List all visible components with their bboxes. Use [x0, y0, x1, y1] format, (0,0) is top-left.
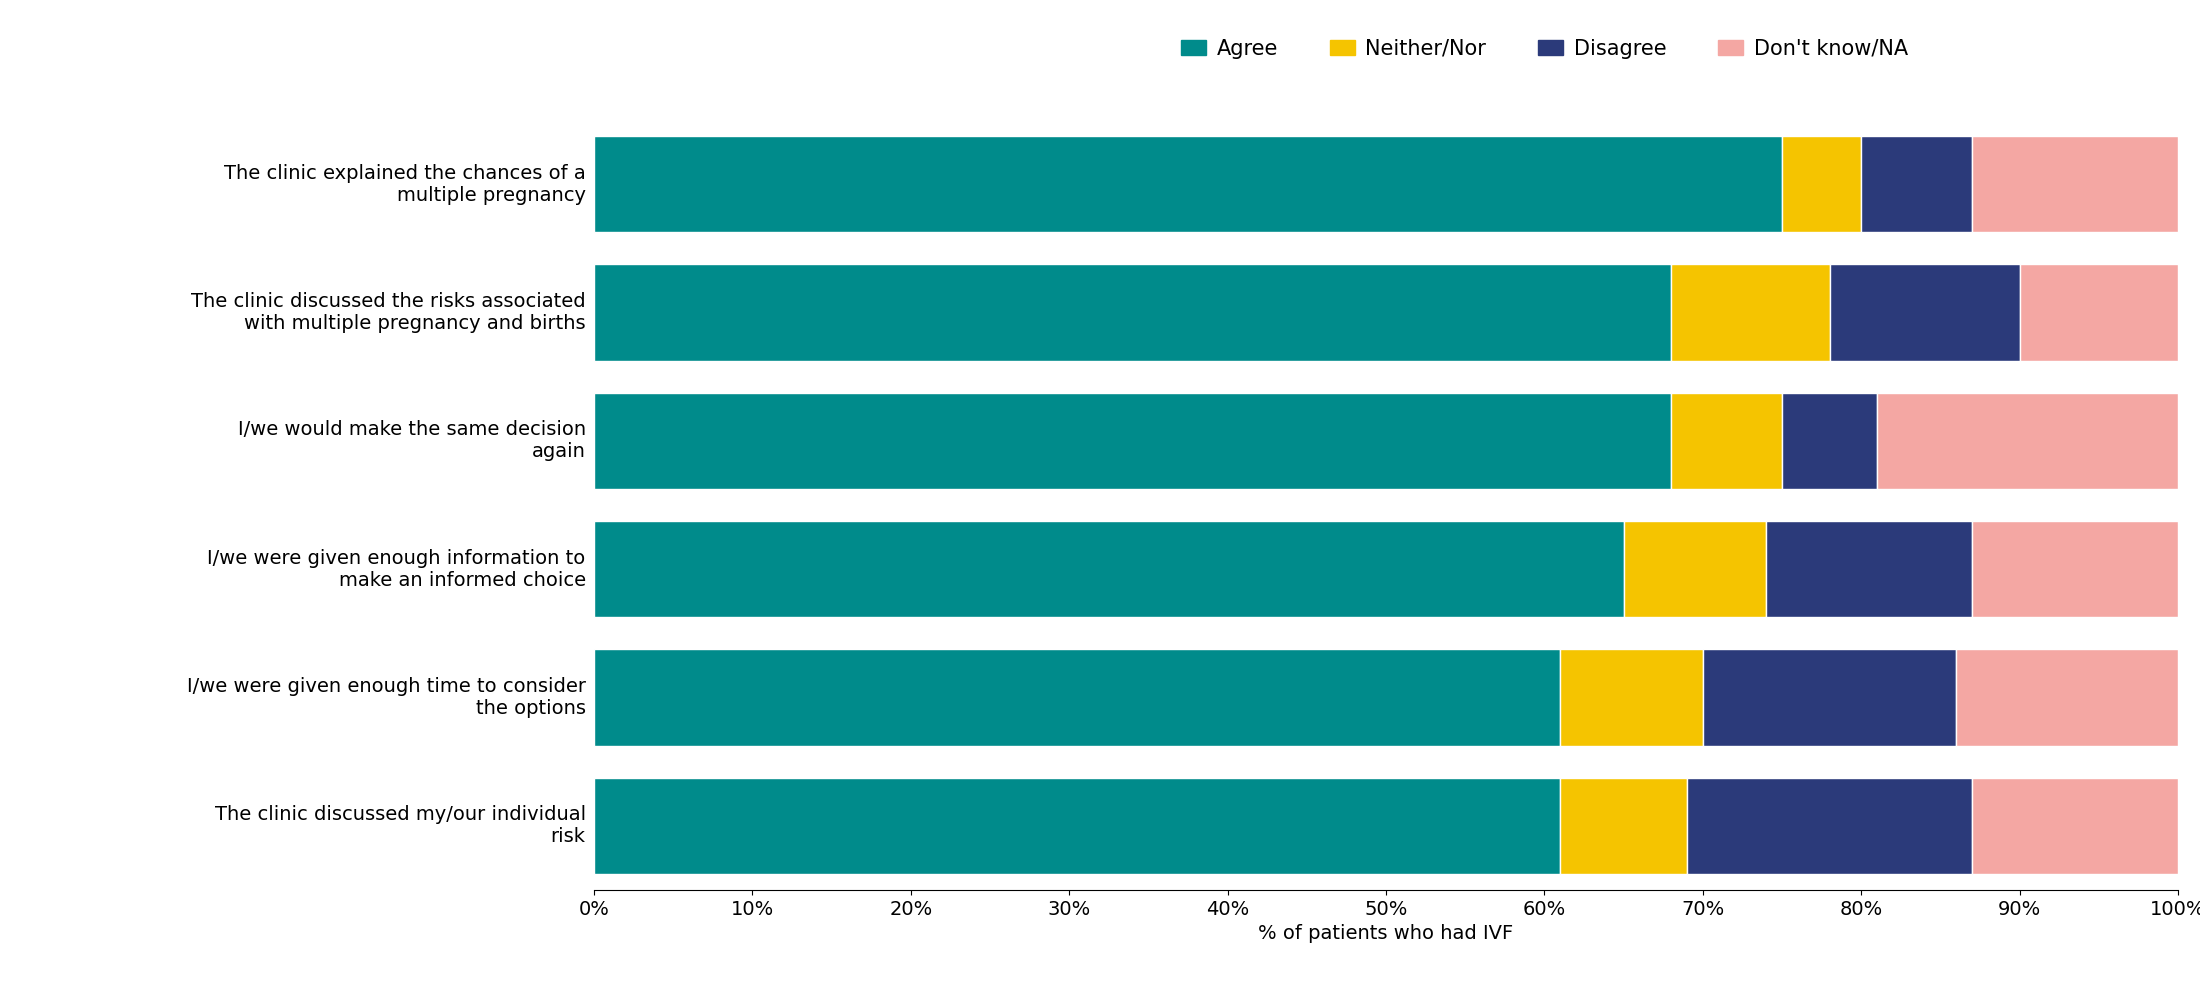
- Bar: [594, 393, 1672, 489]
- Bar: [1861, 136, 1971, 232]
- Bar: [1624, 521, 1767, 617]
- X-axis label: % of patients who had IVF: % of patients who had IVF: [1258, 924, 1514, 943]
- Bar: [1956, 649, 2178, 746]
- Bar: [594, 778, 1560, 874]
- Bar: [1877, 393, 2178, 489]
- Bar: [1971, 521, 2178, 617]
- Bar: [1830, 264, 2020, 361]
- Bar: [1560, 778, 1687, 874]
- Bar: [594, 264, 1672, 361]
- Bar: [1672, 264, 1830, 361]
- Bar: [2020, 264, 2178, 361]
- Bar: [1971, 778, 2178, 874]
- Bar: [594, 136, 1782, 232]
- Bar: [1782, 393, 1877, 489]
- Bar: [1703, 649, 1956, 746]
- Bar: [1687, 778, 1971, 874]
- Bar: [1672, 393, 1782, 489]
- Bar: [1971, 136, 2178, 232]
- Bar: [1782, 136, 1861, 232]
- Legend: Agree, Neither/Nor, Disagree, Don't know/NA: Agree, Neither/Nor, Disagree, Don't know…: [1173, 30, 1916, 67]
- Bar: [594, 649, 1560, 746]
- Bar: [1560, 649, 1703, 746]
- Bar: [1767, 521, 1971, 617]
- Bar: [594, 521, 1624, 617]
